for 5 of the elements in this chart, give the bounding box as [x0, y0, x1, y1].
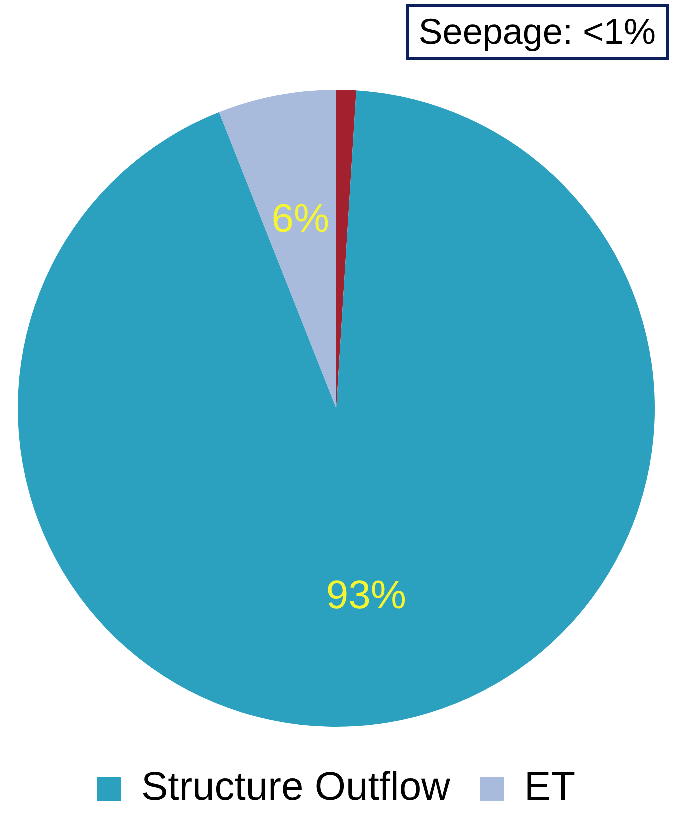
data-label: 6%: [272, 196, 330, 241]
text: Seepage: <1%: [406, 4, 669, 60]
legend-label: Structure Outflow: [141, 765, 451, 810]
data-label: 93%: [326, 573, 406, 618]
legend-label: ET: [524, 765, 576, 810]
